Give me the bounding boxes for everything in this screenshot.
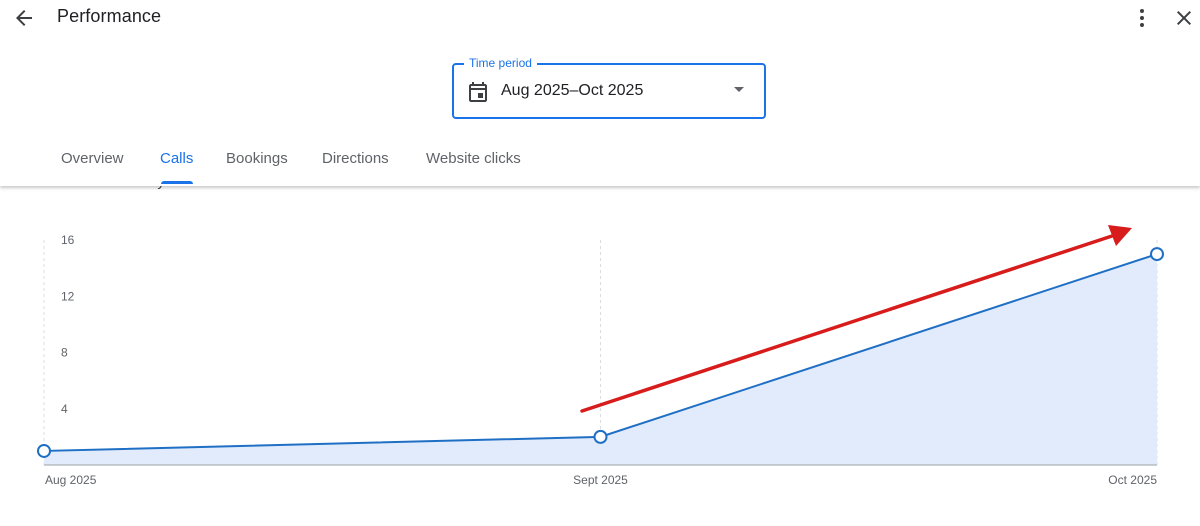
tab-directions[interactable]: Directions [322,150,389,167]
page-title: Performance [57,6,162,26]
trend-arrow-head [1108,225,1132,246]
more-options-button[interactable] [1126,2,1158,34]
app-header: Performance Time period Aug 2025–Oct 202… [0,0,1200,186]
calendar-icon [469,82,487,102]
close-button[interactable] [1168,2,1200,34]
y-tick-label: 16 [61,233,75,247]
back-button[interactable] [8,2,40,34]
tab-bookings[interactable]: Bookings [226,150,288,167]
tab-website-clicks[interactable]: Website clicks [426,150,521,167]
time-period-label: Time period [464,55,537,71]
y-tick-label: 4 [61,402,68,416]
area-fill [44,254,1157,465]
trend-arrow-shaft [580,234,1114,413]
more-vert-icon [1140,9,1144,27]
active-tab-indicator [161,181,193,184]
arrow-back-icon [16,10,32,26]
y-tick-label: 12 [61,289,75,303]
close-icon [1177,11,1191,25]
x-tick-label: Oct 2025 [1108,473,1157,487]
x-tick-label: Aug 2025 [45,473,97,487]
dropdown-arrow-icon [734,87,744,92]
data-point [1150,247,1164,262]
data-point [593,429,608,444]
y-tick-label: 8 [61,346,68,360]
data-point [37,443,51,458]
time-period-select[interactable]: Time period Aug 2025–Oct 2025 [452,55,766,119]
tab-calls[interactable]: Calls [160,150,194,167]
time-period-value: Aug 2025–Oct 2025 [501,82,644,99]
x-tick-label: Sept 2025 [573,473,628,487]
tab-overview[interactable]: Overview [61,150,124,167]
